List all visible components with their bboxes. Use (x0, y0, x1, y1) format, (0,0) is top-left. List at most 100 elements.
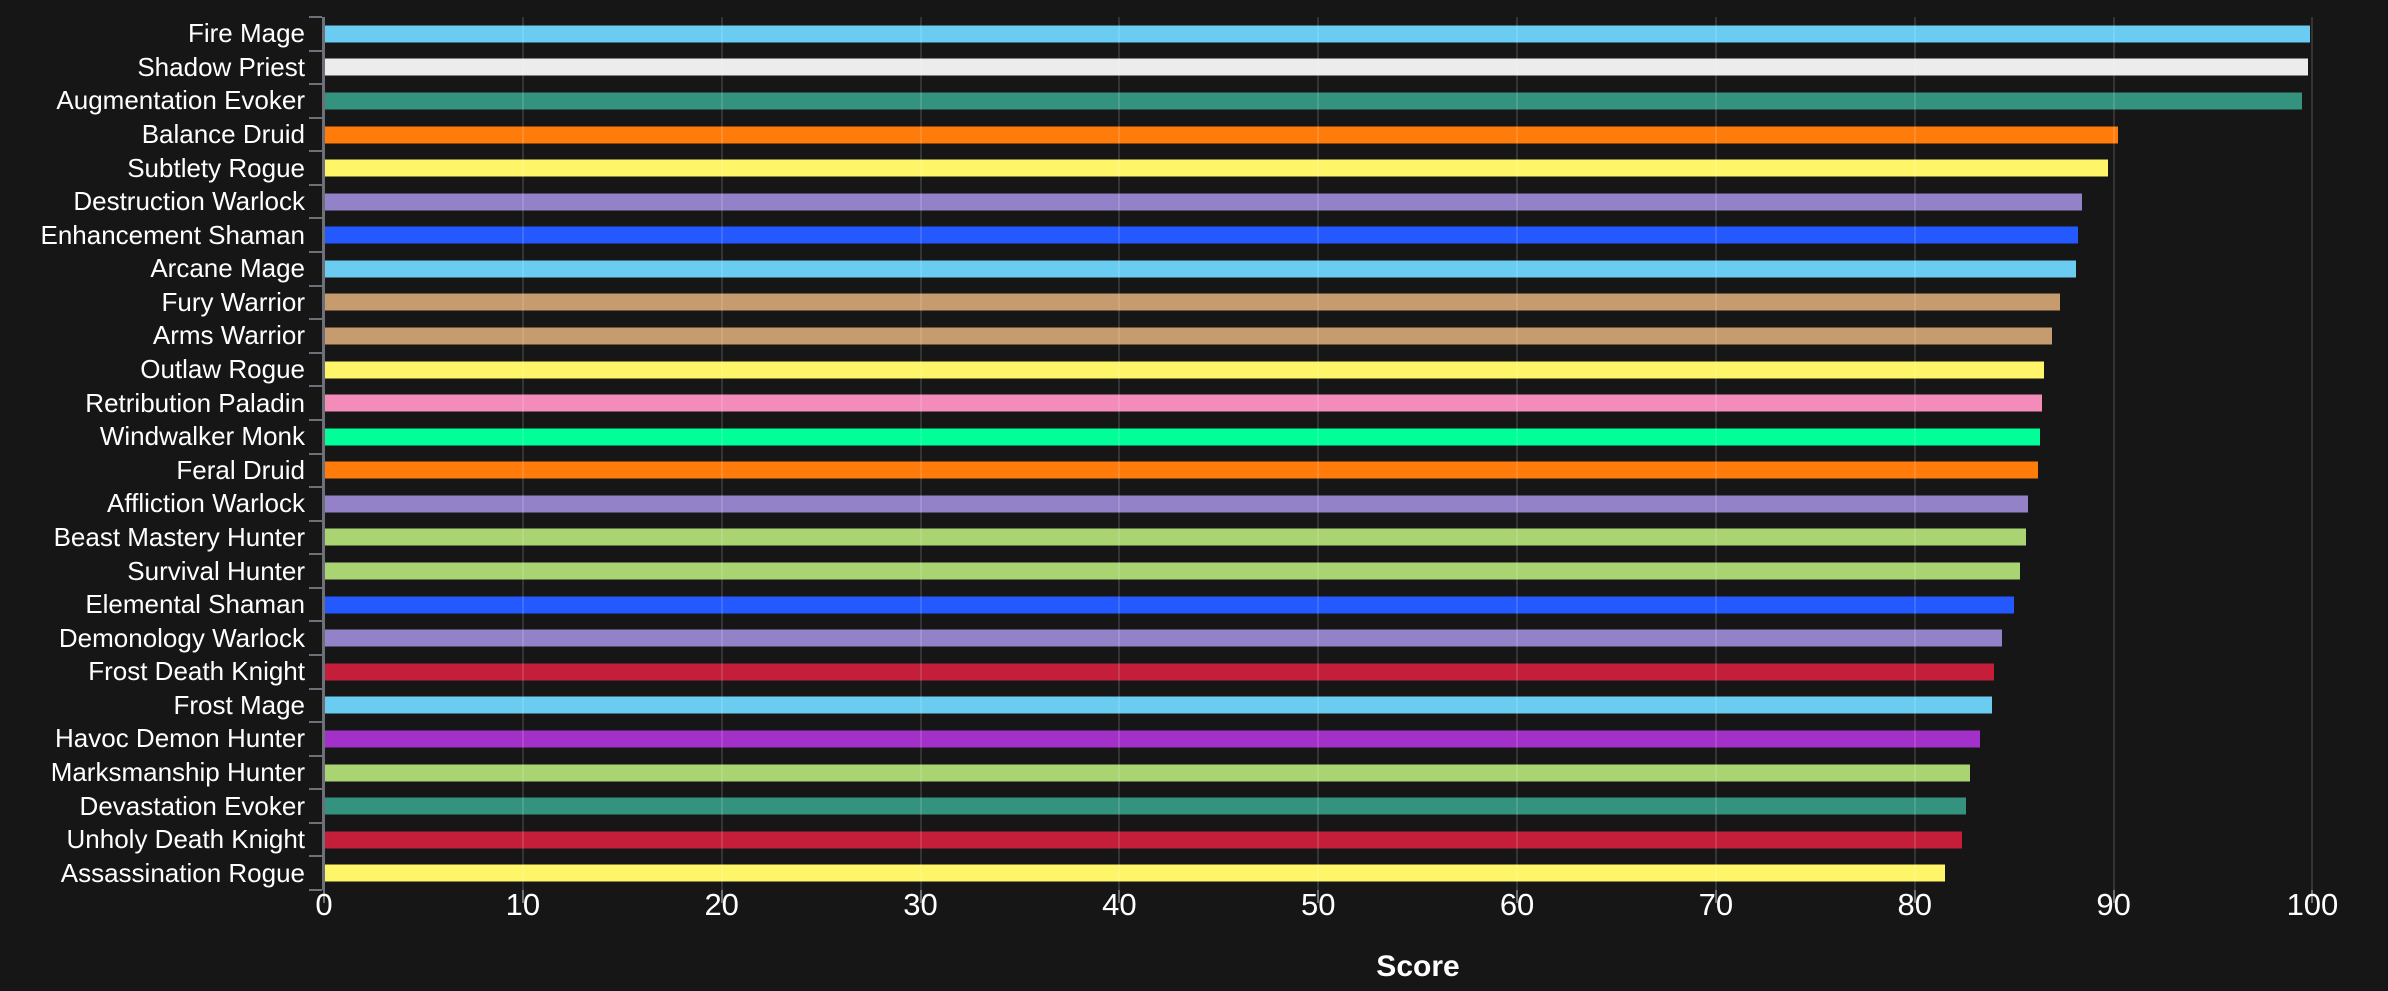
bar[interactable] (324, 730, 1981, 748)
y-axis-tick (309, 855, 322, 858)
bar[interactable] (324, 696, 1993, 714)
bar[interactable] (324, 394, 2042, 412)
y-axis-tick (309, 385, 322, 388)
bar-row (324, 84, 2388, 118)
bar[interactable] (324, 361, 2044, 379)
bar[interactable] (324, 293, 2060, 311)
y-axis-tick (309, 586, 322, 589)
bar[interactable] (324, 193, 2082, 211)
plot-area (309, 16, 2388, 903)
bar-row (324, 118, 2388, 152)
y-axis-tick (309, 553, 322, 556)
bar[interactable] (324, 92, 2303, 110)
bar[interactable] (324, 528, 2027, 546)
bar[interactable] (324, 260, 2076, 278)
bar-row (324, 17, 2388, 51)
bar-row (324, 588, 2388, 622)
y-axis-tick (309, 418, 322, 421)
bar[interactable] (324, 495, 2029, 513)
bar[interactable] (324, 663, 1995, 681)
bar-row (324, 689, 2388, 723)
bar[interactable] (324, 226, 2078, 244)
x-axis-tick-label: 40 (1102, 887, 1137, 922)
bar[interactable] (324, 461, 2039, 479)
bar[interactable] (324, 596, 2015, 614)
bar-row (324, 420, 2388, 454)
category-label: Balance Druid (141, 119, 305, 150)
category-label: Arcane Mage (150, 253, 305, 284)
bar-row (324, 51, 2388, 85)
category-label: Frost Mage (173, 689, 306, 720)
x-axis-tick (1118, 890, 1121, 903)
bar[interactable] (324, 629, 2003, 647)
x-axis-tick (1317, 890, 1320, 903)
bar[interactable] (324, 126, 2118, 144)
bar-row (324, 823, 2388, 857)
category-label: Fire Mage (187, 18, 305, 49)
gridline (720, 17, 723, 890)
y-axis-tick (309, 653, 322, 656)
y-axis-tick (309, 889, 322, 891)
x-axis-tick-label: 20 (704, 887, 739, 922)
y-axis-tick (309, 318, 322, 321)
y-axis-tick (309, 821, 322, 824)
gridline (1118, 17, 1121, 890)
bar-row (324, 621, 2388, 655)
bar-row (324, 655, 2388, 689)
x-axis-tick (521, 890, 524, 903)
bar-row (324, 487, 2388, 521)
category-label: Enhancement Shaman (40, 219, 305, 250)
gridline (1317, 17, 1320, 890)
category-label: Frost Death Knight (88, 656, 305, 687)
x-axis-tick (1714, 890, 1717, 903)
gridline (1913, 17, 1916, 890)
category-label: Subtlety Rogue (127, 152, 305, 183)
bars-container (324, 17, 2388, 890)
category-label: Devastation Evoker (79, 790, 305, 821)
y-axis-tick (309, 754, 322, 757)
bar-row (324, 286, 2388, 320)
y-axis-tick (309, 83, 322, 86)
bar[interactable] (324, 58, 2309, 76)
bar[interactable] (324, 831, 1963, 849)
x-axis-tick (720, 890, 723, 903)
bar-row (324, 856, 2388, 890)
y-axis-tick (309, 150, 322, 153)
x-axis-title: Score (1376, 950, 1460, 983)
y-axis-tick (309, 351, 322, 354)
bar-row (324, 353, 2388, 387)
category-label: Destruction Warlock (73, 186, 305, 217)
y-axis-tick (309, 788, 322, 791)
x-axis-tick-label: 10 (505, 887, 541, 922)
y-axis-line (322, 17, 325, 890)
y-axis-tick (309, 620, 322, 623)
x-axis-tick-label: 50 (1300, 887, 1336, 922)
bar[interactable] (324, 428, 2041, 446)
x-axis-tick-label: 0 (315, 887, 333, 922)
bar-row (324, 386, 2388, 420)
category-label: Havoc Demon Hunter (55, 723, 305, 754)
y-axis-tick (309, 452, 322, 455)
gridline (521, 17, 524, 890)
y-axis-tick (309, 183, 322, 186)
category-label: Arms Warrior (152, 320, 305, 351)
bar[interactable] (324, 797, 1967, 815)
bar[interactable] (324, 864, 1945, 882)
bar-row (324, 218, 2388, 252)
bar[interactable] (324, 327, 2052, 345)
bar[interactable] (324, 562, 2021, 580)
y-axis-tick (309, 284, 322, 287)
category-label: Elemental Shaman (85, 589, 305, 620)
category-label: Retribution Paladin (85, 387, 305, 418)
bar-row (324, 454, 2388, 488)
bar-row (324, 789, 2388, 823)
bar[interactable] (324, 764, 1971, 781)
x-axis-tick (1913, 890, 1916, 903)
bar[interactable] (324, 159, 2108, 177)
x-axis-tick (919, 890, 922, 903)
bar[interactable] (324, 25, 2311, 43)
bar-row (324, 756, 2388, 790)
bar-row (324, 319, 2388, 353)
category-label: Augmentation Evoker (56, 85, 305, 116)
